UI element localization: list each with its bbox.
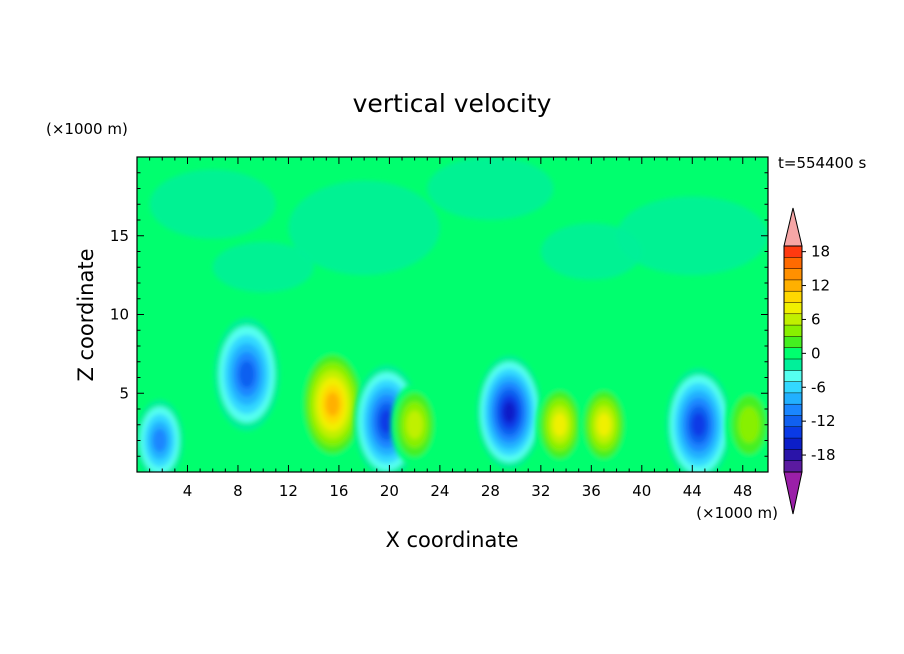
colorbar-band [784,438,802,450]
cells [137,317,768,472]
x-tick-label: 4 [183,482,193,500]
contour-level [503,401,516,423]
velocity-cell [137,399,184,472]
colorbar-band [784,359,802,371]
colorbar-band [784,449,802,462]
velocity-cell [299,347,366,461]
chart-title: vertical velocity [353,89,552,118]
colorbar-band [784,302,802,315]
velocity-cell [390,383,439,466]
x-tick-label: 48 [733,482,752,500]
colorbar-tick-label: -6 [811,378,826,396]
time-label: t=554400 s [778,154,866,172]
colorbar-band [784,268,802,281]
contour-level [691,412,706,437]
velocity-cell [213,317,280,432]
x-tick-label: 36 [582,482,601,500]
velocity-cell [665,368,732,472]
colorbar-band [784,370,802,382]
colorbar-band [784,325,802,337]
contour-level [152,428,167,453]
colorbar-band [784,291,802,303]
colorbar-tick-label: 6 [811,310,821,328]
x-tick-label: 8 [233,482,243,500]
x-tick-label: 12 [279,482,298,500]
velocity-cell [725,383,768,466]
colorbar-band [784,257,802,269]
colorbar-extend-max [783,207,803,247]
x-unit-label: (×1000 m) [696,504,778,522]
x-tick-label: 28 [481,482,500,500]
colorbar-tick-label: 12 [811,277,830,295]
colorbar-band [784,336,802,349]
velocity-cell [535,383,584,466]
colorbar: -18 -12 -6 0 6 12 18 [783,207,836,515]
y-tick-label: 15 [110,227,129,245]
colorbar-band [784,404,802,416]
colorbar-band [784,313,802,326]
x-tick-label: 32 [531,482,550,500]
colorbar-band [784,426,802,439]
colorbar-band [784,347,802,360]
field-patch [616,196,768,276]
contour-level [552,413,567,437]
contour-level [738,406,760,443]
y-tick-label: 10 [110,306,129,324]
colorbar-tick-label: -18 [811,446,836,464]
contour-level [406,410,423,439]
velocity-cell [579,383,628,466]
colorbar-tick-label: -12 [811,412,836,430]
x-tick-label: 24 [430,482,449,500]
field-patch [149,169,276,239]
colorbar-band [784,246,802,258]
colorbar-band [784,392,802,405]
contour-level [379,409,394,434]
field-patch [540,223,642,280]
colorbar-extend-min [783,471,803,515]
x-tick-label: 40 [632,482,651,500]
upper-layer [149,157,768,293]
contour-level [597,413,611,437]
x-tick-label: 16 [329,482,348,500]
contour-level [325,392,340,417]
colorbar-band [784,381,802,394]
velocity-cell [476,355,543,469]
y-axis-label: Z coordinate [74,248,98,381]
colorbar-tick-label: 0 [811,344,821,362]
colorbar-band [784,415,802,428]
field-patch [212,242,314,293]
colorbar-band [784,460,802,473]
field-patch [427,157,554,220]
colorbar-band [784,279,802,292]
x-axis-label: X coordinate [385,528,518,552]
x-tick-label: 20 [380,482,399,500]
field-patch [288,180,440,276]
colorbar-tick-label: 18 [811,243,830,261]
contour-level [238,360,255,389]
y-unit-label: (×1000 m) [46,120,128,138]
y-tick-label: 5 [119,384,129,402]
x-tick-label: 44 [683,482,702,500]
